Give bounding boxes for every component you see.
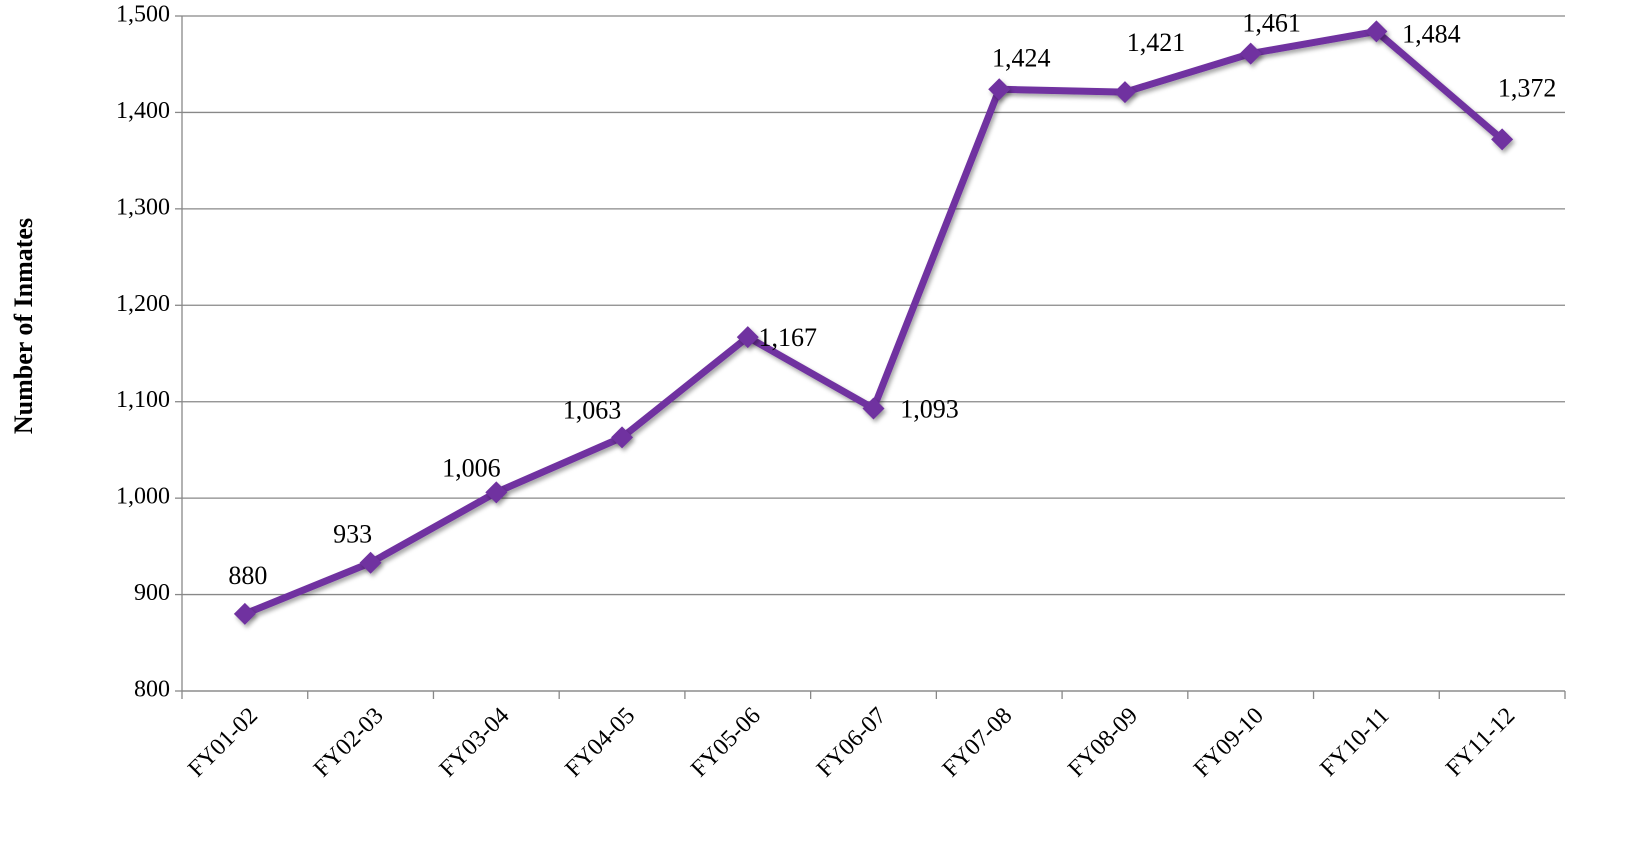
y-tick-label: 1,400 (116, 98, 170, 124)
x-tick-label: FY03-04 (435, 703, 515, 783)
x-tick-label: FY11-12 (1441, 703, 1520, 782)
series-line (243, 27, 1505, 618)
data-label: 880 (228, 561, 267, 590)
y-tick-label: 1,200 (116, 291, 170, 317)
data-label: 1,424 (992, 43, 1051, 72)
data-point (233, 602, 256, 625)
data-point (1113, 81, 1136, 104)
y-tick-label: 1,300 (116, 194, 170, 220)
x-tick-label: FY05-06 (686, 703, 766, 783)
data-point (611, 426, 634, 449)
y-axis-title: Number of Inmates (9, 218, 38, 434)
data-label: 1,167 (759, 323, 818, 352)
x-tick-label: FY08-09 (1063, 703, 1143, 783)
x-tick-label: FY04-05 (561, 703, 641, 783)
data-point (736, 326, 759, 349)
data-point (359, 551, 382, 574)
data-point (1239, 42, 1262, 65)
data-label: 933 (333, 520, 372, 549)
x-tick-label: FY02-03 (309, 703, 389, 783)
x-tick-label: FY07-08 (938, 703, 1018, 783)
data-label: 1,006 (442, 453, 501, 482)
data-point (485, 481, 508, 504)
x-tick-label: FY01-02 (183, 703, 263, 783)
y-tick-label: 800 (134, 677, 170, 703)
y-tick-label: 900 (134, 580, 170, 606)
x-tick-label: FY09-10 (1189, 703, 1269, 783)
x-tick-label: FY06-07 (812, 703, 892, 783)
data-point (862, 397, 885, 420)
data-label: 1,484 (1402, 19, 1461, 48)
data-label: 1,093 (900, 394, 959, 423)
data-point (988, 78, 1011, 101)
y-tick-label: 1,500 (116, 2, 170, 28)
data-label: 1,063 (563, 395, 622, 424)
data-label: 1,372 (1498, 73, 1557, 102)
data-label: 1,461 (1242, 9, 1301, 38)
data-label: 1,421 (1127, 28, 1186, 57)
data-point (1491, 128, 1514, 151)
data-point (1365, 20, 1388, 43)
y-tick-label: 1,100 (116, 387, 170, 413)
y-tick-label: 1,000 (116, 484, 170, 510)
x-tick-label: FY10-11 (1315, 703, 1394, 782)
